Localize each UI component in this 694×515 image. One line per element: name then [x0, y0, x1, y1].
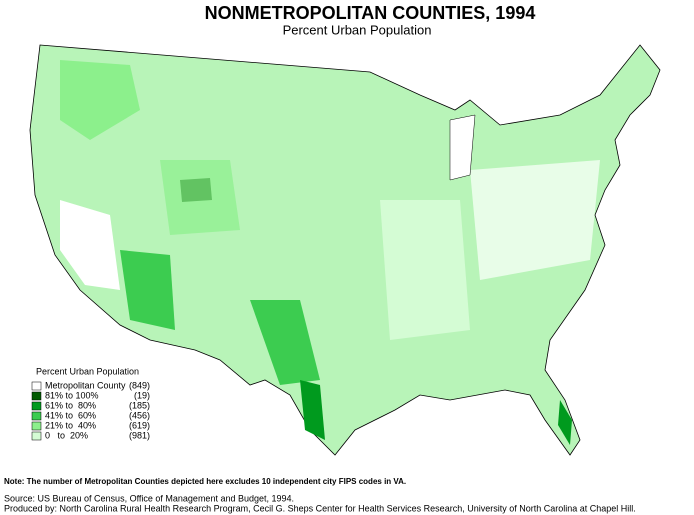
legend-count: (849)	[129, 380, 150, 390]
legend-title: Percent Urban Population	[36, 366, 139, 376]
region	[250, 300, 320, 385]
legend-label: 21% to 40%	[45, 420, 96, 430]
region	[160, 160, 240, 235]
legend-swatch	[31, 421, 42, 431]
legend-swatch	[31, 431, 42, 441]
legend-swatch	[31, 381, 42, 391]
legend-swatch	[31, 391, 42, 401]
legend-count: (456)	[129, 410, 150, 420]
legend: Metropolitan County (849) 81% to 100% (19) 6…	[31, 380, 150, 441]
legend-count: (981)	[129, 430, 150, 440]
region	[60, 60, 140, 140]
region	[60, 200, 120, 290]
legend-label: 0 to 20%	[45, 430, 88, 440]
legend-label: Metropolitan County	[45, 380, 126, 390]
note: Note: The number of Metropolitan Countie…	[4, 477, 406, 486]
us-map	[29, 44, 661, 456]
lake	[449, 114, 476, 181]
legend-count: (19)	[134, 390, 150, 400]
source: Source: US Bureau of Census, Office of M…	[4, 493, 294, 503]
legend-count: (185)	[129, 400, 150, 410]
title: NONMETROPOLITAN COUNTIES, 1994	[205, 3, 536, 23]
legend-label: 41% to 60%	[45, 410, 96, 420]
region	[120, 250, 175, 330]
produced-by: Produced by: North Carolina Rural Health…	[4, 503, 636, 513]
region	[380, 200, 470, 340]
legend-count: (619)	[129, 420, 150, 430]
legend-swatch	[31, 401, 42, 411]
region	[470, 160, 600, 280]
region	[300, 380, 325, 440]
legend-swatch	[31, 411, 42, 421]
region	[558, 400, 572, 445]
subtitle: Percent Urban Population	[283, 22, 432, 37]
legend-label: 81% to 100%	[45, 390, 99, 400]
legend-label: 61% to 80%	[45, 400, 96, 410]
us-outline	[29, 44, 661, 456]
